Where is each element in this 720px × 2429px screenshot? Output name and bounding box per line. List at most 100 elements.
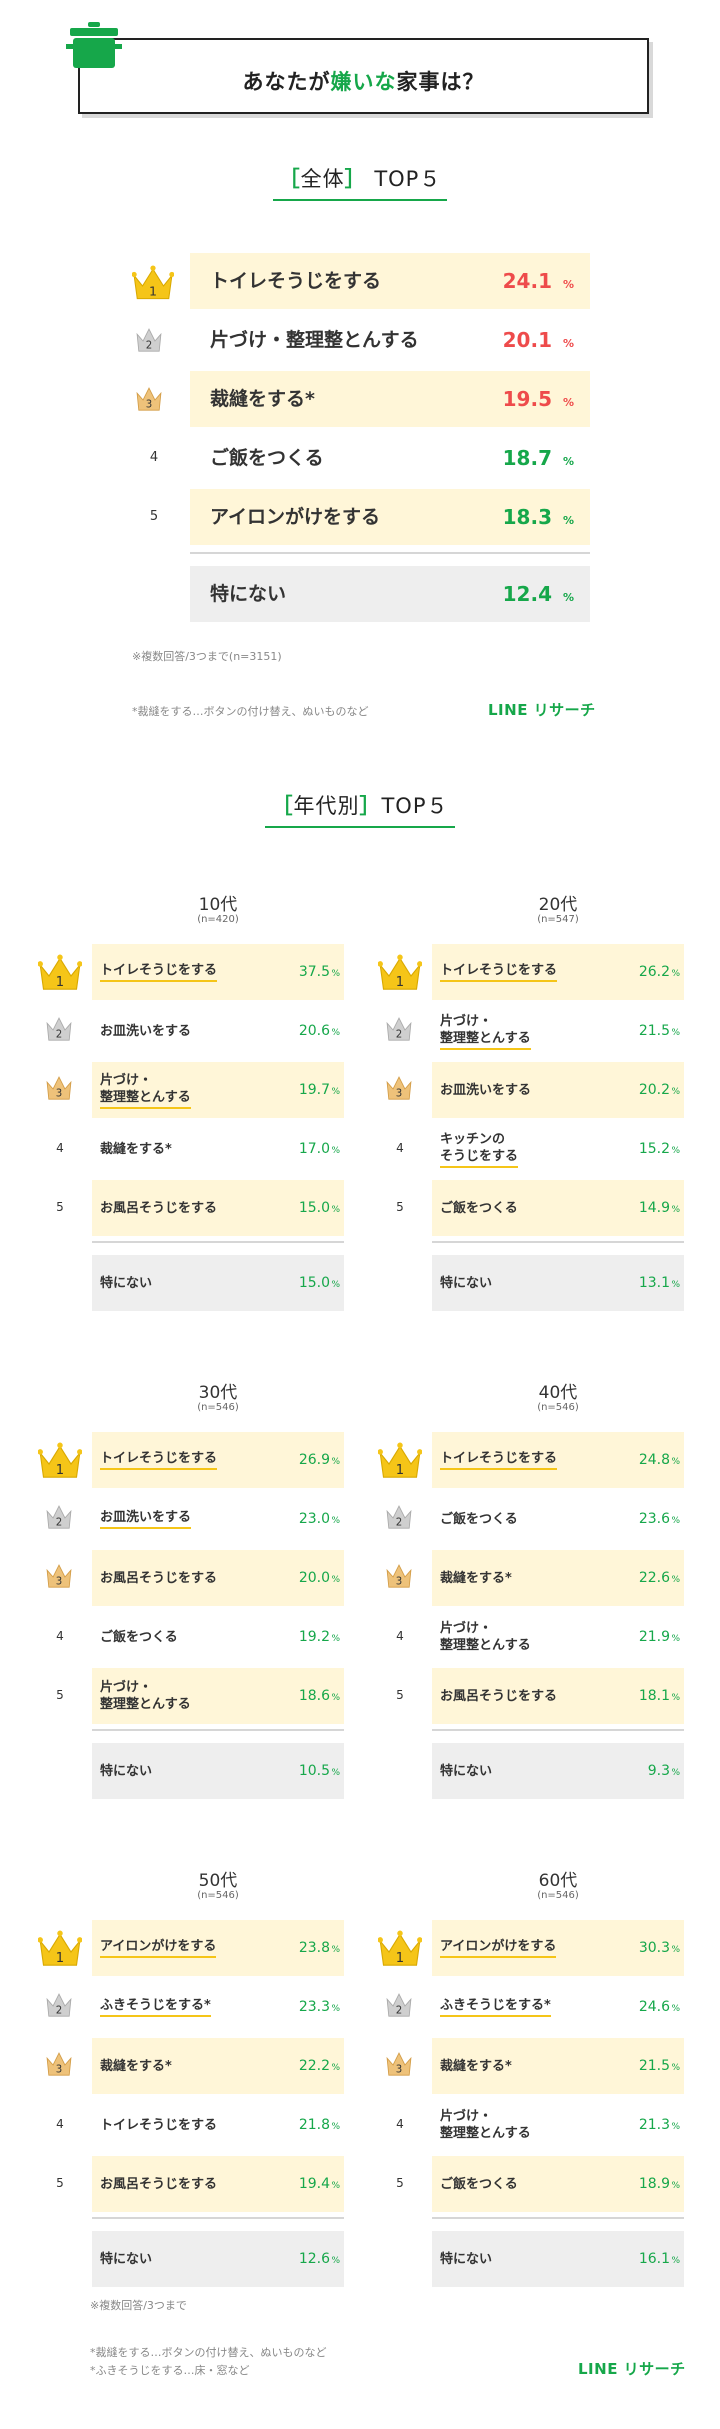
age-row-label: お皿洗いをする xyxy=(100,1491,192,1547)
age-row-label: 片づけ・ 整理整とんする xyxy=(440,2109,531,2141)
age-row-unit: % xyxy=(671,2122,680,2132)
age-none-unit: % xyxy=(331,1768,340,1778)
overall-row-label: 裁縫をする* xyxy=(210,388,315,410)
age-row-value: 23.0 xyxy=(298,1511,330,1527)
overall-row-unit: % xyxy=(562,514,574,527)
age-row-label: トイレそうじをする xyxy=(100,944,218,1000)
crown-rank-2-icon: 2 xyxy=(136,328,162,352)
age-none-value: 16.1 xyxy=(638,2251,670,2267)
age-panel-title: 40代 xyxy=(538,1383,578,1403)
age-separator xyxy=(432,1729,684,1731)
age-row-unit: % xyxy=(671,1575,680,1585)
age-row-unit: % xyxy=(331,2063,340,2073)
crown-rank-1-icon: 1 xyxy=(38,954,82,990)
age-none-label: 特にない xyxy=(100,1275,153,1291)
age-row-label: 裁縫をする* xyxy=(100,2058,172,2074)
age-row-unit: % xyxy=(671,969,680,979)
age-row: 裁縫をする* 21.5% xyxy=(432,2038,684,2094)
age-row: ご飯をつくる 19.2% xyxy=(92,1609,344,1665)
age-panel-title: 10代 xyxy=(198,895,238,915)
overall-row: ご飯をつくる 18.7% xyxy=(190,430,590,486)
age-note-multi: ※複数回答/3つまで xyxy=(90,2299,187,2312)
age-row-label: ご飯をつくる xyxy=(440,2176,518,2192)
age-none-label: 特にない xyxy=(440,1275,493,1291)
overall-row-value: 18.7 xyxy=(502,446,552,470)
age-none-label: 特にない xyxy=(440,1763,493,1779)
age-row-value: 15.0 xyxy=(298,1200,330,1216)
svg-text:1: 1 xyxy=(56,975,64,990)
overall-row-unit: % xyxy=(562,455,574,468)
age-rank-number: 5 xyxy=(396,1688,404,1702)
age-row-label: 裁縫をする* xyxy=(440,1570,512,1586)
svg-text:1: 1 xyxy=(396,975,404,990)
overall-row-value: 19.5 xyxy=(502,387,552,411)
age-none-row: 特にない 13.1% xyxy=(432,1255,684,1311)
age-row-unit: % xyxy=(671,1087,680,1097)
age-row-unit: % xyxy=(331,1693,340,1703)
age-row: トイレそうじをする 21.8% xyxy=(92,2097,344,2153)
age-row-unit: % xyxy=(331,2181,340,2191)
title-box: あなたが嫌いな家事は？ xyxy=(78,38,649,114)
age-row-value: 20.0 xyxy=(298,1570,330,1586)
age-row: 裁縫をする* 17.0% xyxy=(92,1121,344,1177)
age-row-unit: % xyxy=(671,1516,680,1526)
age-row-value: 20.2 xyxy=(638,1082,670,1098)
age-row-value: 37.5 xyxy=(298,964,330,980)
crown-rank-1-icon: 1 xyxy=(38,1442,82,1478)
age-row-value: 18.6 xyxy=(298,1688,330,1704)
age-row-value: 19.7 xyxy=(298,1082,330,1098)
age-none-unit: % xyxy=(671,1280,680,1290)
age-row-label: 裁縫をする* xyxy=(100,1141,172,1157)
svg-text:2: 2 xyxy=(56,1030,62,1041)
age-rank-number: 5 xyxy=(56,1688,64,1702)
age-row-unit: % xyxy=(671,1945,680,1955)
age-row-value: 17.0 xyxy=(298,1141,330,1157)
svg-text:2: 2 xyxy=(56,2006,62,2017)
svg-text:3: 3 xyxy=(56,1089,62,1100)
age-rank-number: 4 xyxy=(56,2117,64,2131)
age-row-label: トイレそうじをする xyxy=(440,1432,558,1488)
svg-text:3: 3 xyxy=(396,1577,402,1588)
age-panel-title: 30代 xyxy=(198,1383,238,1403)
overall-row-unit: % xyxy=(562,278,574,291)
age-row-value: 22.6 xyxy=(638,1570,670,1586)
age-row: 片づけ・ 整理整とんする 21.5% xyxy=(432,1003,684,1059)
overall-rank-number: 5 xyxy=(149,509,159,524)
age-rank-number: 4 xyxy=(396,1629,404,1643)
age-row-value: 19.2 xyxy=(298,1629,330,1645)
age-row-value: 21.3 xyxy=(638,2117,670,2133)
age-row: 片づけ・ 整理整とんする 21.3% xyxy=(432,2097,684,2153)
crown-rank-3-icon: 3 xyxy=(46,2052,72,2076)
age-row: 裁縫をする* 22.2% xyxy=(92,2038,344,2094)
crown-rank-1-icon: 1 xyxy=(378,1930,422,1966)
overall-row: 片づけ・整理整とんする 20.1% xyxy=(190,312,590,368)
overall-row-value: 18.3 xyxy=(502,505,552,529)
age-row-unit: % xyxy=(331,1087,340,1097)
age-row-label: 裁縫をする* xyxy=(440,2058,512,2074)
crown-rank-3-icon: 3 xyxy=(386,2052,412,2076)
age-none-value: 15.0 xyxy=(298,1275,330,1291)
age-row-label: 片づけ・ 整理整とんする xyxy=(440,1003,531,1059)
age-row-unit: % xyxy=(331,1205,340,1215)
crown-rank-1-icon: 1 xyxy=(378,954,422,990)
age-row-label: お風呂そうじをする xyxy=(100,1200,218,1216)
crown-rank-2-icon: 2 xyxy=(46,1017,72,1041)
age-row-unit: % xyxy=(331,1516,340,1526)
age-row-label: トイレそうじをする xyxy=(100,1432,218,1488)
age-row: トイレそうじをする 37.5% xyxy=(92,944,344,1000)
overall-none-label: 特にない xyxy=(210,583,287,605)
age-none-value: 13.1 xyxy=(638,1275,670,1291)
age-row: 片づけ・ 整理整とんする 21.9% xyxy=(432,1609,684,1665)
age-row-label: アイロンがけをする xyxy=(100,1920,217,1976)
age-row: お皿洗いをする 23.0% xyxy=(92,1491,344,1547)
age-rank-number: 5 xyxy=(56,1200,64,1214)
age-rank-number: 5 xyxy=(396,1200,404,1214)
age-row-value: 14.9 xyxy=(638,1200,670,1216)
age-note-wiping: *ふきそうじをする…床・窓など xyxy=(90,2364,250,2377)
age-row-unit: % xyxy=(671,1205,680,1215)
age-panel-n: (n=546) xyxy=(197,1402,239,1413)
age-panel-n: (n=420) xyxy=(197,914,239,925)
overall-row: アイロンがけをする 18.3% xyxy=(190,489,590,545)
age-panel-n: (n=546) xyxy=(537,1402,579,1413)
age-panel-title: 50代 xyxy=(198,1871,238,1891)
